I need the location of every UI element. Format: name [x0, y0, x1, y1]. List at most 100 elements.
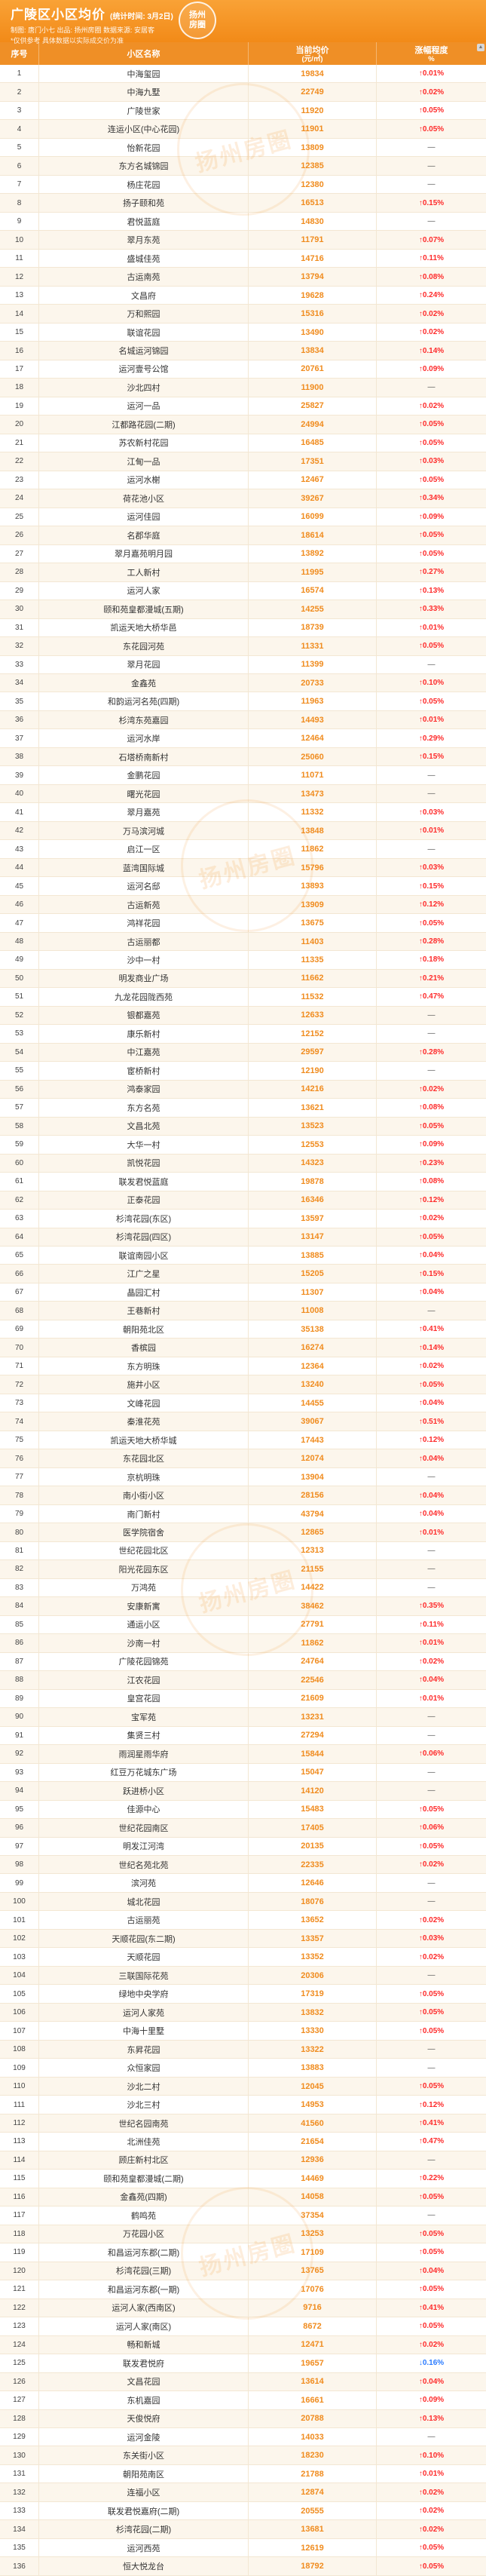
brand-logo-icon: 扬州房圈 — [179, 2, 216, 39]
row-no: 104 — [0, 1966, 39, 1985]
row-no: 132 — [0, 2483, 39, 2501]
price-change: ↑0.05% — [418, 1121, 445, 1130]
table-row: 130 东关街小区 18230 ↑0.10% — [0, 2446, 486, 2465]
current-price: 11307 — [249, 1283, 377, 1302]
table-row: 99 滨河苑 12646 — — [0, 1874, 486, 1893]
community-name: 文昌府 — [39, 286, 249, 305]
table-row: 90 宝军苑 13231 — — [0, 1708, 486, 1727]
row-no: 85 — [0, 1615, 39, 1634]
community-name: 广陵世家 — [39, 101, 249, 120]
row-no: 32 — [0, 637, 39, 655]
community-name: 天顺花园(东二期) — [39, 1929, 249, 1948]
community-name: 怡新花园 — [39, 138, 249, 157]
row-no: 99 — [0, 1874, 39, 1892]
community-name: 世纪名园南苑 — [39, 2114, 249, 2133]
community-name: 东机嘉园 — [39, 2391, 249, 2409]
current-price: 13675 — [249, 914, 377, 932]
price-change: ↑0.09% — [418, 2396, 445, 2405]
current-price: 11008 — [249, 1302, 377, 1320]
table-row: 83 万鸿苑 14422 — — [0, 1578, 486, 1598]
price-change: ↑0.05% — [418, 2026, 445, 2035]
current-price: 11920 — [249, 101, 377, 120]
row-no: 106 — [0, 2003, 39, 2022]
price-change: ↑0.14% — [418, 1343, 445, 1352]
table-row: 89 皇宫花园 21609 ↑0.01% — [0, 1689, 486, 1709]
row-no: 4 — [0, 120, 39, 138]
current-price: 17443 — [249, 1431, 377, 1449]
table-row: 41 翠月嘉苑 11332 ↑0.03% — [0, 803, 486, 822]
row-no: 63 — [0, 1210, 39, 1228]
current-price: 25827 — [249, 397, 377, 416]
page-title: 广陵区小区均价 — [11, 8, 105, 22]
current-price: 11331 — [249, 637, 377, 655]
credits-line: 制图: 唐门小七 出品: 扬州房圈 数据来源: 安居客 — [11, 26, 155, 34]
price-change: ↑0.18% — [418, 955, 445, 964]
community-name: 古运新苑 — [39, 895, 249, 914]
community-name: 翠月嘉苑明月园 — [39, 544, 249, 563]
row-no: 125 — [0, 2354, 39, 2372]
table-row: 1 中海玺园 19834 ↑0.01% — [0, 65, 486, 84]
table-row: 66 江广之星 15205 ↑0.15% — [0, 1265, 486, 1283]
price-change: ↑0.04% — [418, 1251, 445, 1260]
current-price: 13597 — [249, 1210, 377, 1228]
community-name: 阳光花园东区 — [39, 1560, 249, 1578]
community-name: 苏农新村花园 — [39, 434, 249, 452]
current-price: 14455 — [249, 1394, 377, 1412]
community-name: 翠月花园 — [39, 655, 249, 673]
community-name: 东昇花园 — [39, 2040, 249, 2059]
community-name: 杉湾东苑嘉园 — [39, 710, 249, 729]
community-name: 扬子颐和苑 — [39, 194, 249, 212]
community-name: 朝阳苑北区 — [39, 1320, 249, 1339]
title-row: 广陵区小区均价 (统计时间: 3月2日) — [11, 4, 478, 23]
row-no: 136 — [0, 2557, 39, 2575]
row-no: 17 — [0, 360, 39, 379]
current-price: 15844 — [249, 1745, 377, 1763]
row-no: 60 — [0, 1154, 39, 1173]
price-change: ↑0.02% — [418, 309, 445, 318]
current-price: 20788 — [249, 2409, 377, 2427]
price-change: ↑0.05% — [418, 2082, 445, 2091]
row-no: 93 — [0, 1763, 39, 1782]
community-name: 金鹏花园 — [39, 766, 249, 784]
table-row: 9 君悦蓝庭 14830 — — [0, 212, 486, 232]
table-row: 30 颐和苑皇都漫城(五期) 14255 ↑0.33% — [0, 600, 486, 619]
row-no: 5 — [0, 138, 39, 157]
row-no: 96 — [0, 1819, 39, 1837]
row-no: 114 — [0, 2151, 39, 2170]
community-name: 宝军苑 — [39, 1708, 249, 1726]
community-name: 荷花池小区 — [39, 489, 249, 508]
price-change: — — [427, 1306, 436, 1315]
table-row: 134 杉湾花园(二期) 13681 ↑0.02% — [0, 2520, 486, 2539]
price-change: ↑0.41% — [418, 2303, 445, 2312]
row-no: 80 — [0, 1523, 39, 1541]
community-name: 连运小区(中心花园) — [39, 120, 249, 138]
table-row: 16 名城运河锦园 13834 ↑0.14% — [0, 342, 486, 360]
scrollbar-up-icon[interactable]: ▲ — [477, 44, 484, 51]
price-change: ↑0.05% — [418, 420, 445, 429]
community-name: 大华一村 — [39, 1136, 249, 1154]
price-change: — — [427, 2155, 436, 2164]
table-row: 67 晶园汇村 11307 ↑0.04% — [0, 1283, 486, 1302]
price-change: ↑0.05% — [418, 2192, 445, 2201]
current-price: 13681 — [249, 2520, 377, 2538]
table-row: 8 扬子颐和苑 16513 ↑0.15% — [0, 194, 486, 213]
column-header-name: 小区名称 — [39, 42, 249, 65]
community-name: 中江嘉苑 — [39, 1043, 249, 1062]
table-row: 62 正泰花园 16346 ↑0.12% — [0, 1191, 486, 1210]
price-change: — — [427, 161, 436, 170]
table-row: 48 古运丽都 11403 ↑0.28% — [0, 932, 486, 952]
table-row: 11 盛城佳苑 14716 ↑0.11% — [0, 249, 486, 268]
price-change: ↑0.10% — [418, 2451, 445, 2460]
current-price: 12936 — [249, 2151, 377, 2170]
current-price: 17109 — [249, 2243, 377, 2262]
price-change: ↑0.05% — [418, 531, 445, 540]
current-price: 11862 — [249, 840, 377, 858]
price-change: — — [427, 2433, 436, 2442]
table-row: 92 雨润星雨华府 15844 ↑0.06% — [0, 1745, 486, 1764]
community-name: 运河人家(西南区) — [39, 2298, 249, 2317]
row-no: 128 — [0, 2409, 39, 2427]
table-row: 91 集贤三村 27294 — — [0, 1726, 486, 1746]
price-change: ↑0.05% — [418, 475, 445, 484]
row-no: 51 — [0, 988, 39, 1006]
row-no: 78 — [0, 1486, 39, 1504]
